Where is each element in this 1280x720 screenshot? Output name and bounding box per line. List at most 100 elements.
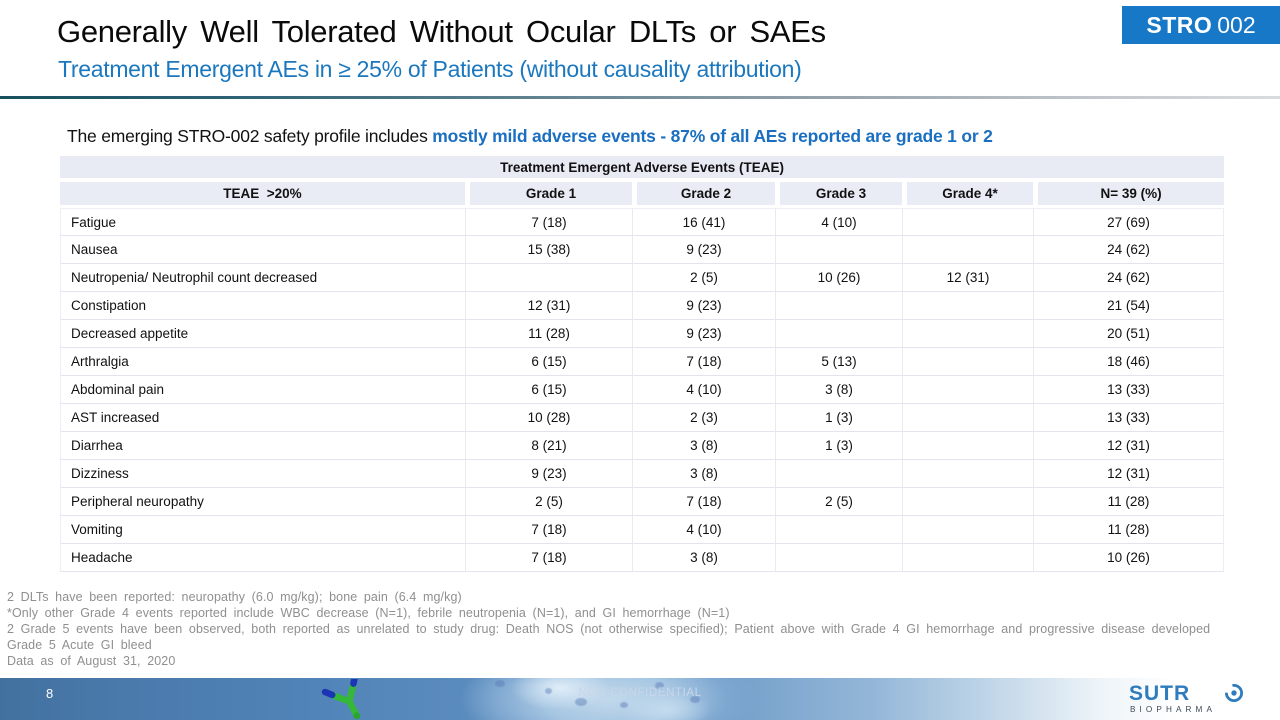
cell-value: 7 (18): [465, 208, 632, 236]
confidentiality-label: NON-CONFIDENTIAL: [578, 687, 702, 699]
cell-value: 6 (15): [465, 376, 632, 404]
cell-value: 2 (5): [632, 264, 775, 292]
slide-footer: 8 NON-CONFIDENTIAL SUTR BIOPHARMA: [0, 678, 1280, 720]
cell-value: 9 (23): [632, 236, 775, 264]
table-body: Fatigue 7 (18) 16 (41) 4 (10) 27 (69) Nausea 1…: [60, 208, 1225, 572]
table-row: Nausea 15 (38) 9 (23) 24 (62): [60, 236, 1225, 264]
cell-value: 21 (54): [1033, 292, 1225, 320]
column-header: Grade 3: [775, 182, 902, 208]
cell-value: 3 (8): [632, 432, 775, 460]
row-label: Nausea: [60, 236, 465, 264]
footnote-line: Grade 5 Acute GI bleed: [7, 638, 152, 652]
table-row: Constipation 12 (31) 9 (23) 21 (54): [60, 292, 1225, 320]
footnote-line: Data as of August 31, 2020: [7, 654, 176, 668]
cell-value: 3 (8): [775, 376, 902, 404]
cell-value: [465, 264, 632, 292]
sutro-logo-text: SUTR: [1129, 683, 1190, 705]
row-label: Peripheral neuropathy: [60, 488, 465, 516]
cell-value: 3 (8): [632, 460, 775, 488]
cell-value: 4 (10): [632, 516, 775, 544]
cell-value: 16 (41): [632, 208, 775, 236]
row-label: Decreased appetite: [60, 320, 465, 348]
cell-value: 11 (28): [1033, 488, 1225, 516]
column-header: TEAE >20%: [60, 182, 465, 208]
row-label: Arthralgia: [60, 348, 465, 376]
cell-value: 11 (28): [1033, 516, 1225, 544]
cell-value: 8 (21): [465, 432, 632, 460]
cell-value: 7 (18): [632, 348, 775, 376]
cell-value: [902, 432, 1033, 460]
table-row: Neutropenia/ Neutrophil count decreased 2…: [60, 264, 1225, 292]
cell-value: [902, 544, 1033, 572]
table-row: Arthralgia 6 (15) 7 (18) 5 (13) 18 (46): [60, 348, 1225, 376]
cell-value: [902, 488, 1033, 516]
footnote-line: 2 Grade 5 events have been observed, bot…: [7, 622, 1211, 636]
row-label: Abdominal pain: [60, 376, 465, 404]
safety-profile-statement: The emerging STRO-002 safety profile inc…: [67, 126, 993, 147]
footnotes: 2 DLTs have been reported: neuropathy (6…: [7, 589, 1277, 669]
cell-value: 13 (33): [1033, 376, 1225, 404]
cell-value: [775, 516, 902, 544]
cell-value: 2 (5): [465, 488, 632, 516]
sutro-biopharma-logo: SUTR BIOPHARMA: [1129, 683, 1244, 714]
cell-value: 1 (3): [775, 404, 902, 432]
cell-value: [902, 460, 1033, 488]
protein-sphere-image: [455, 678, 765, 720]
cell-value: 9 (23): [465, 460, 632, 488]
statement-highlight-text: mostly mild adverse events - 87% of all …: [432, 126, 993, 146]
cell-value: 2 (5): [775, 488, 902, 516]
cell-value: [775, 544, 902, 572]
footnote-line: 2 DLTs have been reported: neuropathy (6…: [7, 590, 462, 604]
cell-value: [902, 516, 1033, 544]
page-subtitle: Treatment Emergent AEs in ≥ 25% of Patie…: [58, 56, 802, 82]
header-divider: [0, 96, 1280, 99]
cell-value: 12 (31): [902, 264, 1033, 292]
teae-table: Treatment Emergent Adverse Events (TEAE)…: [60, 156, 1225, 572]
table-row: Headache 7 (18) 3 (8) 10 (26): [60, 544, 1225, 572]
row-label: Fatigue: [60, 208, 465, 236]
table-row: Dizziness 9 (23) 3 (8) 12 (31): [60, 460, 1225, 488]
cell-value: 24 (62): [1033, 264, 1225, 292]
cell-value: [902, 376, 1033, 404]
cell-value: 9 (23): [632, 292, 775, 320]
column-header: Grade 2: [632, 182, 775, 208]
row-label: Vomiting: [60, 516, 465, 544]
column-header: Grade 1: [465, 182, 632, 208]
table-title: Treatment Emergent Adverse Events (TEAE): [60, 156, 1225, 182]
cell-value: 4 (10): [775, 208, 902, 236]
cell-value: 27 (69): [1033, 208, 1225, 236]
cell-value: [902, 236, 1033, 264]
page-number: 8: [46, 686, 54, 701]
table-row: Fatigue 7 (18) 16 (41) 4 (10) 27 (69): [60, 208, 1225, 236]
cell-value: 3 (8): [632, 544, 775, 572]
cell-value: 24 (62): [1033, 236, 1225, 264]
table-row: Diarrhea 8 (21) 3 (8) 1 (3) 12 (31): [60, 432, 1225, 460]
badge-secondary-label: 002: [1217, 11, 1256, 38]
stro-002-badge: STRO 002: [1122, 6, 1280, 44]
cell-value: 7 (18): [465, 544, 632, 572]
cell-value: 10 (28): [465, 404, 632, 432]
column-header: Grade 4*: [902, 182, 1033, 208]
cell-value: 18 (46): [1033, 348, 1225, 376]
page-title: Generally Well Tolerated Without Ocular …: [57, 14, 826, 49]
cell-value: 6 (15): [465, 348, 632, 376]
biopharma-logo-text: BIOPHARMA: [1130, 705, 1216, 714]
column-header: N= 39 (%): [1033, 182, 1225, 208]
row-label: Neutropenia/ Neutrophil count decreased: [60, 264, 465, 292]
table-row: Abdominal pain 6 (15) 4 (10) 3 (8) 13 (33): [60, 376, 1225, 404]
cell-value: 13 (33): [1033, 404, 1225, 432]
cell-value: [775, 320, 902, 348]
cell-value: [902, 208, 1033, 236]
badge-primary-label: STRO: [1146, 11, 1213, 38]
antibody-icon: [321, 679, 361, 720]
cell-value: 12 (31): [465, 292, 632, 320]
cell-value: 11 (28): [465, 320, 632, 348]
cell-value: 15 (38): [465, 236, 632, 264]
cell-value: 10 (26): [775, 264, 902, 292]
cell-value: [902, 348, 1033, 376]
cell-value: 7 (18): [465, 516, 632, 544]
cell-value: 1 (3): [775, 432, 902, 460]
cell-value: 7 (18): [632, 488, 775, 516]
cell-value: [775, 292, 902, 320]
